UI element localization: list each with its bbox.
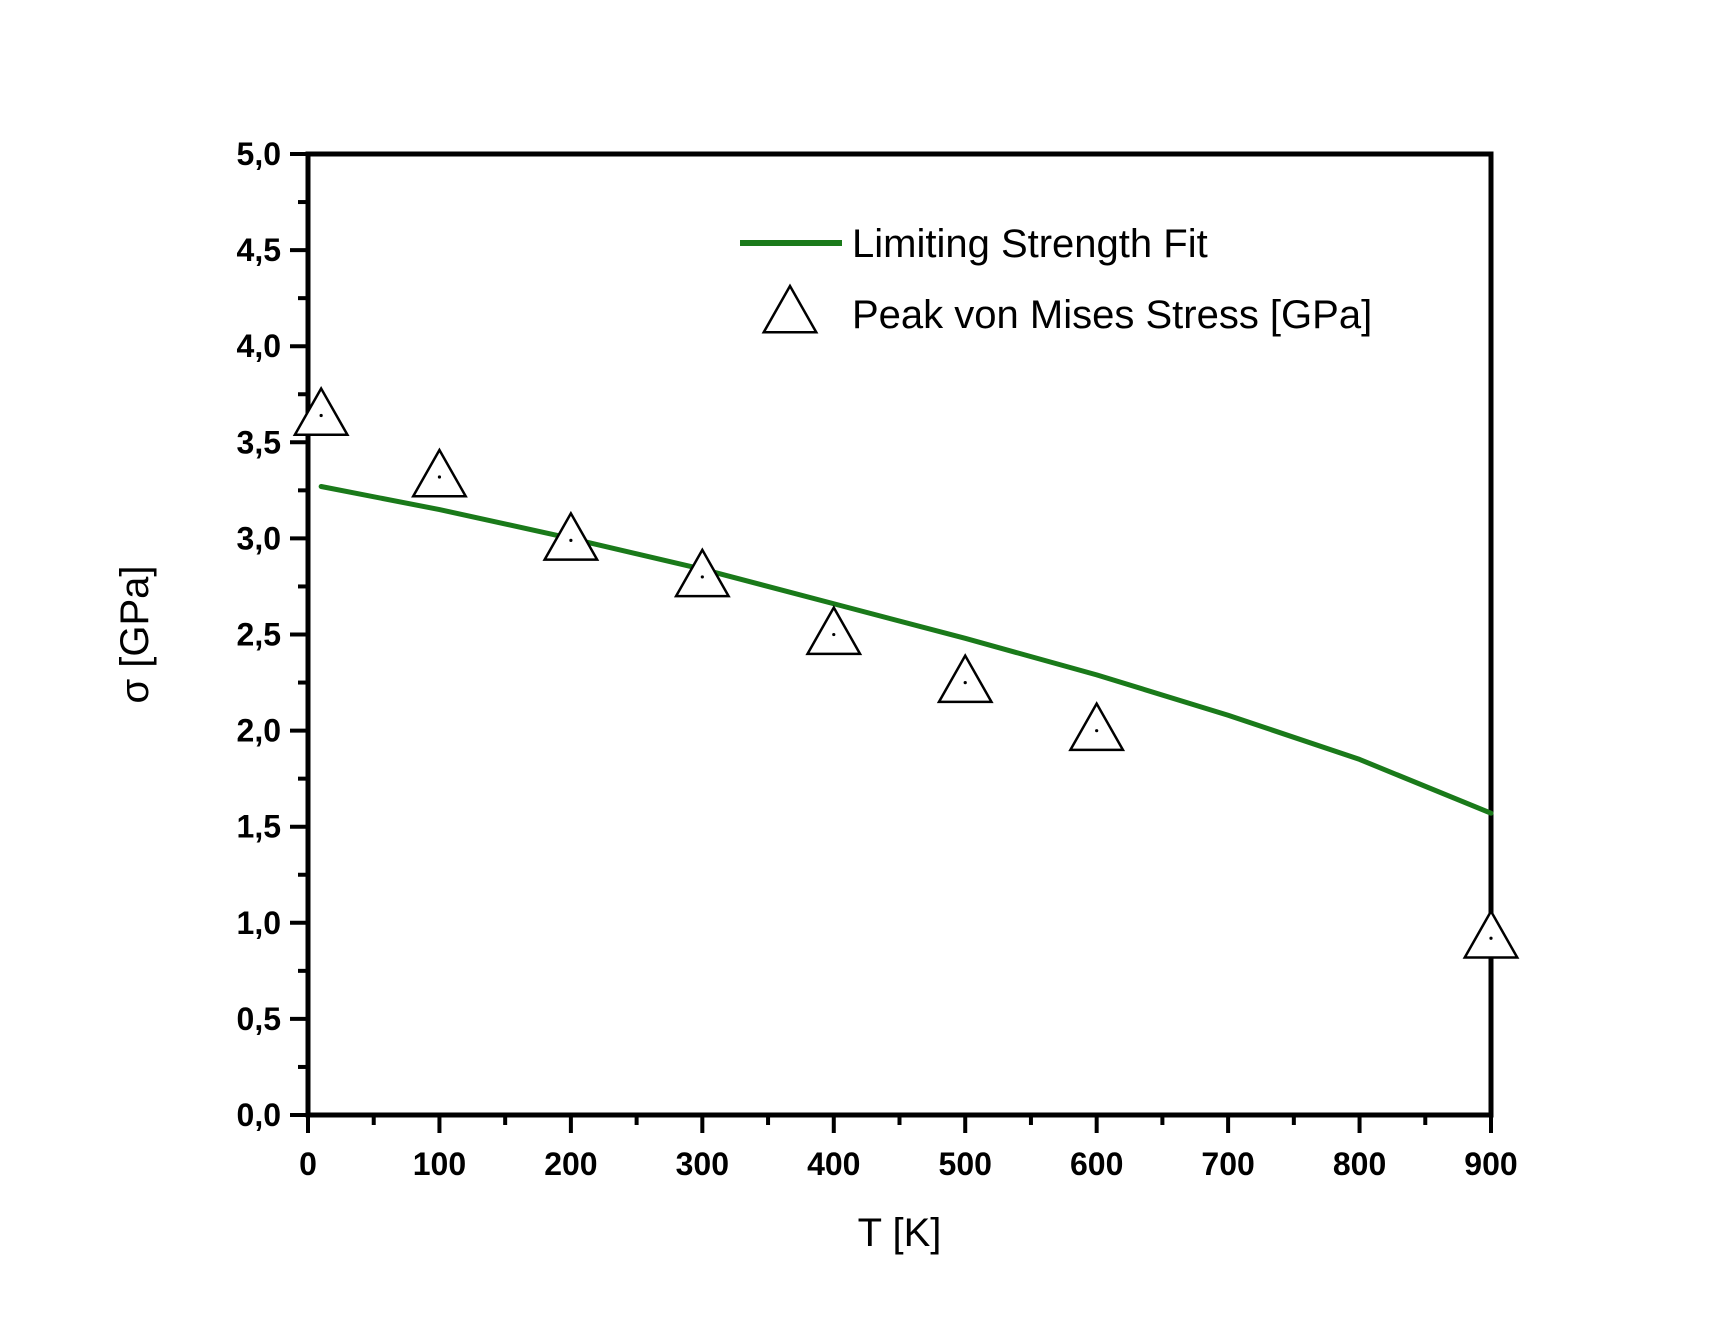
data-point-triangle xyxy=(673,547,731,598)
triangle-marker xyxy=(411,447,468,498)
y-axis-title: σ [GPa] xyxy=(113,565,157,703)
triangle-marker xyxy=(936,653,994,704)
y-tick-label: 2,0 xyxy=(237,713,281,749)
data-point-triangle xyxy=(542,510,600,561)
y-tick-label: 3,0 xyxy=(237,520,281,556)
y-tick-label: 0,0 xyxy=(237,1097,281,1133)
marker-center-dot xyxy=(437,475,442,479)
x-tick-label: 700 xyxy=(1201,1146,1254,1182)
y-tick-label: 3,5 xyxy=(237,424,281,460)
triangle-marker xyxy=(673,547,731,598)
series-layer xyxy=(292,385,1520,959)
x-axis-title: T [K] xyxy=(858,1211,942,1255)
x-tick-label: 100 xyxy=(413,1146,466,1182)
triangle-marker xyxy=(292,385,350,436)
x-tick-label: 500 xyxy=(939,1146,992,1182)
y-tick-label: 1,0 xyxy=(237,905,281,941)
x-tick-label: 200 xyxy=(544,1146,597,1182)
data-point-triangle xyxy=(805,605,863,656)
x-tick-label: 300 xyxy=(676,1146,729,1182)
marker-center-dot xyxy=(832,632,836,637)
triangle-marker xyxy=(542,510,600,561)
y-axis-ticks: 0,0 0,5 1,0 1,5 2,0 2,5 3,0 3,5 4,0 4,5 5,0 xyxy=(237,136,308,1133)
y-tick-label: 4,5 xyxy=(237,232,281,268)
legend-swatch-triangle-marker xyxy=(761,283,819,334)
fit-line xyxy=(318,484,1494,816)
legend-label-fit: Limiting Strength Fit xyxy=(852,222,1208,266)
x-tick-label: 0 xyxy=(299,1146,317,1182)
triangle-marker xyxy=(805,605,863,656)
marker-center-dot xyxy=(963,681,967,685)
x-axis-ticks: 0 100 200 300 400 500 600 700 800 900 xyxy=(299,1115,1518,1182)
x-tick-label: 400 xyxy=(807,1146,860,1182)
triangle-marker xyxy=(1462,908,1520,959)
y-tick-label: 2,5 xyxy=(237,617,281,653)
marker-center-dot xyxy=(700,575,704,579)
y-tick-label: 1,5 xyxy=(237,809,281,845)
legend: Limiting Strength Fit Peak von Mises Str… xyxy=(740,222,1372,337)
x-tick-label: 600 xyxy=(1070,1146,1123,1182)
marker-center-dot xyxy=(319,413,323,418)
legend-label-peak-stress: Peak von Mises Stress [GPa] xyxy=(852,293,1372,337)
x-tick-label: 800 xyxy=(1333,1146,1386,1182)
data-point-triangle xyxy=(1462,908,1520,959)
y-tick-label: 4,0 xyxy=(237,328,281,364)
triangle-marker xyxy=(1068,701,1126,752)
data-point-triangle xyxy=(1068,701,1126,752)
marker-center-dot xyxy=(1489,936,1493,940)
data-point-triangle xyxy=(292,385,350,436)
marker-center-dot xyxy=(569,538,573,543)
y-tick-label: 5,0 xyxy=(237,136,281,172)
y-tick-label: 0,5 xyxy=(237,1001,281,1037)
data-point-triangle xyxy=(936,653,994,704)
marker-center-dot xyxy=(1095,729,1099,733)
x-tick-label: 900 xyxy=(1464,1146,1517,1182)
data-point-triangle xyxy=(411,447,468,498)
